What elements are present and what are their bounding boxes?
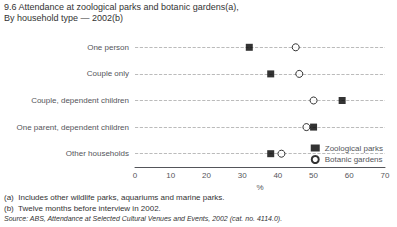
svg-text:(a) Includes other wildlife p: (a) Includes other wildlife parks, aquar… bbox=[4, 193, 225, 202]
svg-text:One person: One person bbox=[87, 43, 129, 52]
svg-text:30: 30 bbox=[238, 171, 247, 180]
svg-text:Source: ABS, Attendance at Sel: Source: ABS, Attendance at Selected Cult… bbox=[4, 215, 282, 223]
svg-text:Botanic gardens: Botanic gardens bbox=[325, 155, 383, 164]
svg-text:40: 40 bbox=[273, 171, 282, 180]
svg-text:Zoological parks: Zoological parks bbox=[325, 144, 383, 153]
svg-text:By household type — 2002(b): By household type — 2002(b) bbox=[4, 13, 123, 23]
svg-text:70: 70 bbox=[381, 171, 390, 180]
svg-text:Couple, dependent children: Couple, dependent children bbox=[31, 96, 129, 105]
svg-text:One parent, dependent children: One parent, dependent children bbox=[16, 123, 129, 132]
svg-text:20: 20 bbox=[202, 171, 211, 180]
svg-text:9.6 Attendance at zoological p: 9.6 Attendance at zoological parks and b… bbox=[4, 2, 239, 12]
svg-text:(b) Twelve months before inte: (b) Twelve months before interview in 20… bbox=[4, 204, 161, 213]
svg-text:0: 0 bbox=[133, 171, 138, 180]
svg-text:50: 50 bbox=[309, 171, 318, 180]
svg-text:10: 10 bbox=[166, 171, 175, 180]
svg-text:Couple only: Couple only bbox=[87, 69, 129, 78]
svg-text:60: 60 bbox=[345, 171, 354, 180]
svg-text:%: % bbox=[256, 183, 263, 192]
svg-text:Other households: Other households bbox=[66, 149, 129, 158]
